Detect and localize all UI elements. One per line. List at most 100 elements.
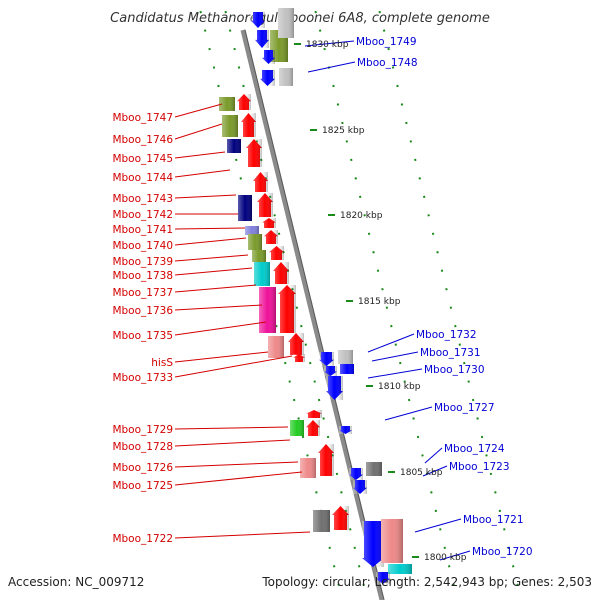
left-gene-label[interactable]: Mboo_1741: [112, 224, 173, 236]
right-gene-label[interactable]: Mboo_1727: [434, 402, 495, 414]
gene-top-gray[interactable]: [278, 8, 294, 38]
right-gene-label[interactable]: Mboo_1724: [444, 443, 505, 455]
scale-label: 1820 kbp: [340, 211, 383, 221]
gene-mboo-1728[interactable]: [306, 420, 320, 436]
gene-mboo-1729[interactable]: [290, 420, 304, 436]
left-gene-label[interactable]: Mboo_1725: [112, 480, 173, 492]
gene-mboo-1738[interactable]: [254, 262, 270, 286]
right-label-leader: [371, 351, 419, 362]
scale-label: 1810 kbp: [378, 382, 421, 392]
right-label-leader: [424, 447, 443, 464]
gene-mboo-1730[interactable]: [326, 376, 343, 400]
left-label-leader: [174, 531, 311, 539]
gene-mboo-1741-r[interactable]: [262, 218, 276, 228]
gene-mboo-1720[interactable]: [388, 564, 412, 574]
left-label-leader: [174, 254, 249, 262]
left-gene-label[interactable]: Mboo_1740: [112, 240, 173, 252]
gene-mboo-1736-r[interactable]: [278, 285, 296, 333]
gene-mboo-1748-a[interactable]: [260, 70, 275, 86]
left-label-leader: [174, 123, 223, 140]
right-gene-label[interactable]: Mboo_1749: [356, 36, 417, 48]
gene-mboo-1721[interactable]: [362, 521, 384, 567]
left-gene-label[interactable]: Mboo_1736: [112, 305, 173, 317]
gene-mboo-1723[interactable]: [366, 462, 382, 476]
gene-mboo-1739[interactable]: [252, 250, 266, 262]
left-gene-label[interactable]: Mboo_1733: [112, 372, 173, 384]
left-label-leader: [174, 237, 247, 246]
gene-mboo-1747-r[interactable]: [237, 94, 251, 110]
gene-mboo-1725[interactable]: [318, 444, 334, 476]
right-label-leader: [367, 333, 415, 353]
genome-title: Candidatus Methanoregula boonei 6A8, com…: [110, 11, 490, 26]
gene-mboo-1741[interactable]: [245, 226, 259, 235]
right-label-leader: [307, 61, 356, 73]
left-gene-label[interactable]: Mboo_1746: [112, 134, 173, 146]
gene-mboo-1740-o[interactable]: [248, 234, 262, 250]
gene-mboo-1722-g[interactable]: [313, 510, 330, 532]
left-gene-label[interactable]: Mboo_1747: [112, 112, 173, 124]
left-gene-label[interactable]: Mboo_1722: [112, 533, 173, 545]
left-gene-label[interactable]: Mboo_1737: [112, 287, 173, 299]
left-gene-label[interactable]: Mboo_1743: [112, 193, 173, 205]
left-gene-label[interactable]: hisS: [151, 357, 173, 369]
left-label-leader: [174, 267, 253, 276]
scale-label: 1815 kbp: [358, 297, 401, 307]
right-gene-label[interactable]: Mboo_1730: [424, 364, 485, 376]
right-label-leader: [439, 550, 471, 561]
gene-mboo-1726[interactable]: [300, 458, 316, 478]
left-label-leader: [174, 461, 299, 468]
gene-mboo-1738-r[interactable]: [273, 262, 289, 284]
gene-mboo-1740[interactable]: [264, 230, 278, 244]
right-gene-label[interactable]: Mboo_1732: [416, 329, 477, 341]
gene-mboo-1745[interactable]: [227, 139, 241, 153]
right-label-leader: [367, 368, 423, 379]
right-gene-label[interactable]: Mboo_1748: [357, 57, 418, 69]
right-label-leader: [384, 406, 433, 421]
gene-labels: Mboo_1747 Mboo_1746 Mboo_1745 Mboo_1744 Mboo…: [112, 36, 533, 561]
scale-label: 1830 kbp: [306, 40, 349, 50]
left-gene-label[interactable]: Mboo_1728: [112, 441, 173, 453]
left-label-leader: [174, 321, 267, 336]
gene-mboo-1729-r[interactable]: [306, 410, 322, 418]
left-label-leader: [174, 103, 223, 118]
gene-mboo-1739-r[interactable]: [269, 246, 284, 260]
gene-mboo-1735[interactable]: [268, 336, 284, 358]
gene-mboo-1746[interactable]: [222, 115, 238, 137]
genome-summary: Topology: circular; Length: 2,542,943 bp…: [261, 575, 592, 589]
left-gene-label[interactable]: Mboo_1744: [112, 172, 173, 184]
gene-mboo-1743[interactable]: [238, 195, 252, 221]
left-gene-label[interactable]: Mboo_1745: [112, 153, 173, 165]
left-label-leader: [174, 426, 289, 430]
gene-mboo-1749-b[interactable]: [255, 30, 269, 48]
gene-hiss[interactable]: [288, 333, 304, 355]
left-gene-label[interactable]: Mboo_1726: [112, 462, 173, 474]
right-gene-label[interactable]: Mboo_1721: [463, 514, 524, 526]
gene-mboo-1748[interactable]: [279, 68, 293, 86]
right-gene-label[interactable]: Mboo_1731: [420, 347, 481, 359]
gene-track: [219, 8, 412, 584]
left-gene-label[interactable]: Mboo_1738: [112, 270, 173, 282]
gene-mboo-1722[interactable]: [332, 506, 349, 530]
right-label-leader: [304, 40, 355, 47]
left-label-leader: [174, 284, 257, 293]
gene-mboo-1733[interactable]: [293, 354, 305, 362]
right-gene-label[interactable]: Mboo_1723: [449, 461, 510, 473]
left-gene-label[interactable]: Mboo_1739: [112, 256, 173, 268]
track-guide-2: [221, 0, 369, 600]
left-label-leader: [174, 194, 237, 199]
left-gene-label[interactable]: Mboo_1742: [112, 209, 173, 221]
gene-mboo-1732-a[interactable]: [319, 352, 334, 366]
gene-mboo-1721-s[interactable]: [381, 519, 403, 563]
left-gene-label[interactable]: Mboo_1735: [112, 330, 173, 342]
gene-mboo-1736[interactable]: [259, 287, 276, 333]
right-gene-label[interactable]: Mboo_1720: [472, 546, 533, 558]
gene-mboo-1732[interactable]: [338, 350, 353, 364]
gene-mboo-1744[interactable]: [253, 172, 268, 192]
left-gene-label[interactable]: Mboo_1729: [112, 424, 173, 436]
gene-mboo-1745-r[interactable]: [246, 139, 262, 167]
gene-mboo-1746-r[interactable]: [241, 113, 256, 137]
gene-mboo-1730-a[interactable]: [340, 364, 354, 374]
left-label-leader: [174, 439, 291, 447]
